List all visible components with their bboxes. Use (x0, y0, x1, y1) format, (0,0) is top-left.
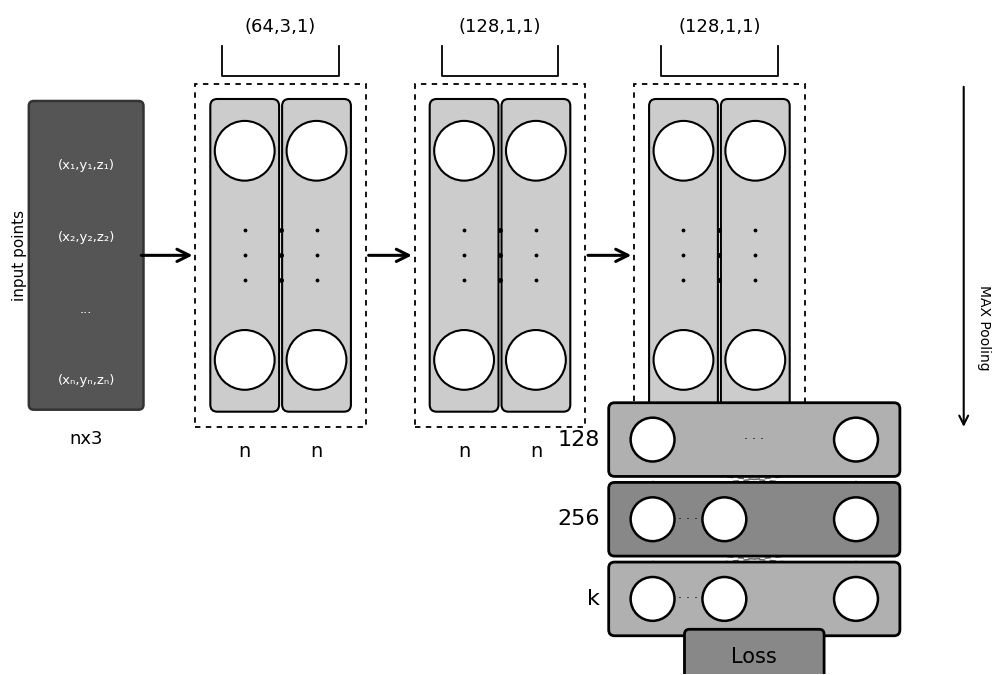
Text: MAX Pooling: MAX Pooling (977, 285, 991, 371)
Circle shape (287, 330, 346, 389)
FancyBboxPatch shape (501, 99, 570, 412)
Circle shape (631, 497, 675, 541)
Text: · · ·: · · · (744, 433, 764, 446)
Text: 256: 256 (557, 509, 600, 529)
Text: k: k (587, 589, 600, 609)
Circle shape (725, 330, 785, 389)
FancyBboxPatch shape (210, 99, 279, 412)
Circle shape (702, 497, 746, 541)
FancyBboxPatch shape (721, 99, 790, 412)
Circle shape (834, 497, 878, 541)
FancyBboxPatch shape (282, 99, 351, 412)
Text: Loss: Loss (731, 647, 777, 667)
Circle shape (654, 121, 713, 181)
FancyBboxPatch shape (609, 483, 900, 556)
Text: · · ·: · · · (678, 593, 698, 605)
Text: n: n (677, 441, 690, 460)
Bar (415, 84, 585, 427)
Text: nx3: nx3 (69, 429, 103, 448)
Text: (64,3,1): (64,3,1) (245, 18, 316, 36)
Circle shape (654, 330, 713, 389)
Bar (195, 84, 366, 427)
Circle shape (725, 121, 785, 181)
Text: (x₂,y₂,z₂): (x₂,y₂,z₂) (57, 231, 115, 244)
Circle shape (215, 330, 275, 389)
FancyBboxPatch shape (29, 101, 143, 410)
FancyBboxPatch shape (684, 629, 824, 675)
Circle shape (702, 577, 746, 621)
Circle shape (287, 121, 346, 181)
FancyBboxPatch shape (430, 99, 499, 412)
Circle shape (434, 330, 494, 389)
Bar (634, 84, 805, 427)
Text: ...: ... (80, 302, 92, 316)
Circle shape (434, 121, 494, 181)
Text: n: n (530, 441, 542, 460)
Circle shape (506, 330, 566, 389)
FancyBboxPatch shape (649, 99, 718, 412)
Text: (x₁,y₁,z₁): (x₁,y₁,z₁) (58, 159, 115, 172)
Circle shape (631, 577, 675, 621)
Text: 128: 128 (557, 429, 600, 450)
Text: n: n (239, 441, 251, 460)
Circle shape (215, 121, 275, 181)
FancyBboxPatch shape (609, 562, 900, 636)
Circle shape (506, 121, 566, 181)
Text: · · ·: · · · (678, 513, 698, 526)
Text: (xₙ,yₙ,zₙ): (xₙ,yₙ,zₙ) (57, 375, 115, 387)
Text: (128,1,1): (128,1,1) (459, 18, 541, 36)
Circle shape (834, 418, 878, 462)
Circle shape (834, 577, 878, 621)
Text: n: n (310, 441, 323, 460)
Text: (128,1,1): (128,1,1) (678, 18, 761, 36)
Text: input points: input points (12, 210, 27, 301)
FancyBboxPatch shape (609, 403, 900, 477)
Circle shape (631, 418, 675, 462)
Text: n: n (458, 441, 470, 460)
Text: n: n (749, 441, 761, 460)
